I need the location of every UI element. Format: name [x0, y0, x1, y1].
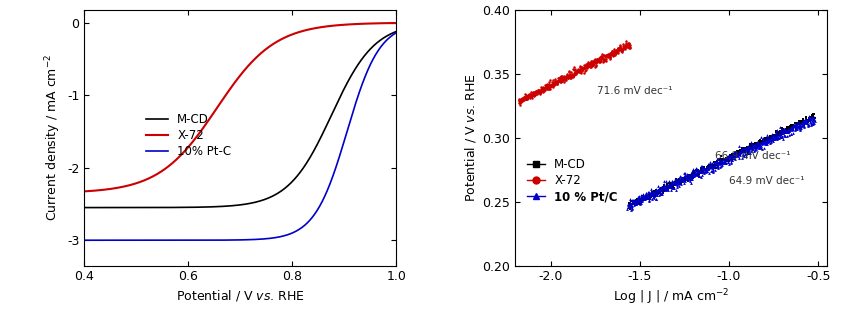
X-axis label: Log | J | / mA cm$^{-2}$: Log | J | / mA cm$^{-2}$	[613, 288, 729, 307]
Text: 71.6 mV dec⁻¹: 71.6 mV dec⁻¹	[597, 86, 673, 96]
Y-axis label: Current density / mA cm$^{-2}$: Current density / mA cm$^{-2}$	[43, 54, 63, 221]
Text: 66.9 mV dec⁻¹: 66.9 mV dec⁻¹	[715, 151, 790, 161]
Y-axis label: Potential / V $\it{vs}$. RHE: Potential / V $\it{vs}$. RHE	[463, 73, 479, 202]
Legend: M-CD, X-72, 10 % Pt/C: M-CD, X-72, 10 % Pt/C	[528, 158, 618, 204]
X-axis label: Potential / V $\it{vs}$. RHE: Potential / V $\it{vs}$. RHE	[176, 288, 305, 303]
Text: 64.9 mV dec⁻¹: 64.9 mV dec⁻¹	[729, 176, 804, 186]
Legend: M-CD, X-72, 10% Pt-C: M-CD, X-72, 10% Pt-C	[147, 113, 231, 158]
